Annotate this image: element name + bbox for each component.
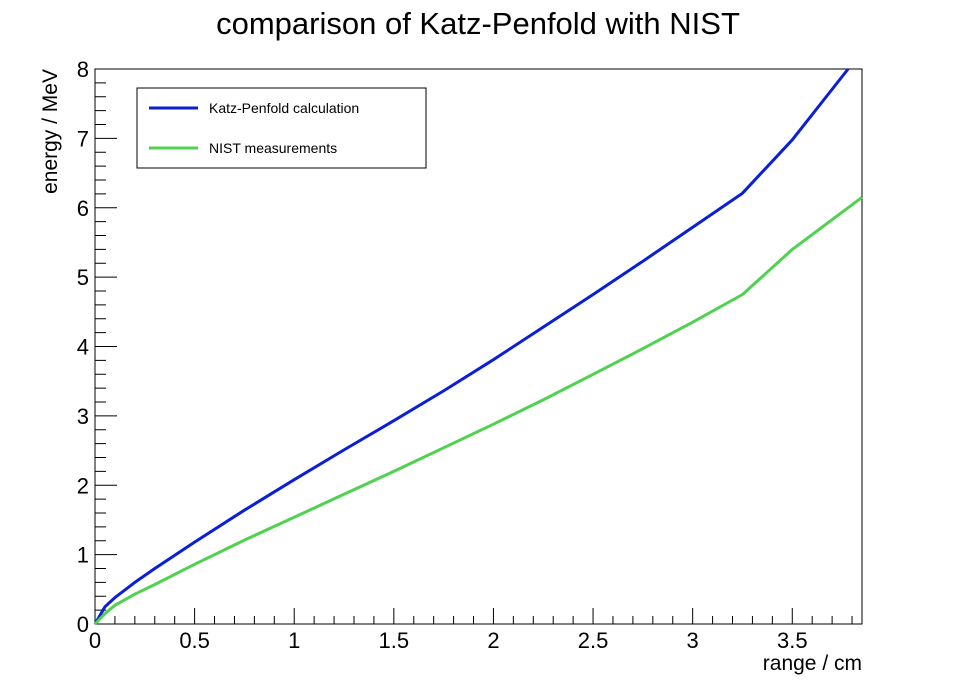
series-lines xyxy=(93,68,863,626)
x-tick-label: 3 xyxy=(687,628,699,653)
y-tick-label: 2 xyxy=(77,473,89,498)
y-axis-ticks xyxy=(95,68,117,625)
x-tick-label: 3.5 xyxy=(777,628,808,653)
x-tick-label: 2.5 xyxy=(578,628,609,653)
y-tick-label: 7 xyxy=(77,126,89,151)
y-tick-label: 6 xyxy=(77,196,89,221)
x-axis-label: range / cm xyxy=(763,652,862,675)
series-line-katz-penfold xyxy=(93,68,850,625)
y-tick-label: 1 xyxy=(77,543,89,568)
y-tick-label: 5 xyxy=(77,265,89,290)
y-axis-label: energy / MeV xyxy=(39,69,62,194)
x-tick-label: 1 xyxy=(288,628,300,653)
series-line-nist xyxy=(93,196,863,626)
y-tick-label: 4 xyxy=(77,335,89,360)
y-tick-label: 3 xyxy=(77,404,89,429)
x-tick-label: 0 xyxy=(89,628,101,653)
x-axis-tick-labels: 0 0.5 1 1.5 2 2.5 3 3.5 xyxy=(89,628,808,653)
legend-box xyxy=(136,87,427,169)
y-axis-tick-labels: 0 1 2 3 4 5 6 7 8 xyxy=(77,57,89,637)
legend: Katz-Penfold calculation NIST measuremen… xyxy=(136,87,427,169)
legend-label-nist: NIST measurements xyxy=(209,140,337,156)
legend-label-katz-penfold: Katz-Penfold calculation xyxy=(209,100,359,116)
x-tick-label: 1.5 xyxy=(379,628,410,653)
x-tick-label: 0.5 xyxy=(179,628,210,653)
y-tick-label: 8 xyxy=(77,57,89,82)
y-tick-label: 0 xyxy=(77,612,89,637)
x-tick-label: 2 xyxy=(487,628,499,653)
chart-title: comparison of Katz-Penfold with NIST xyxy=(216,6,740,41)
x-axis-ticks xyxy=(94,608,853,624)
